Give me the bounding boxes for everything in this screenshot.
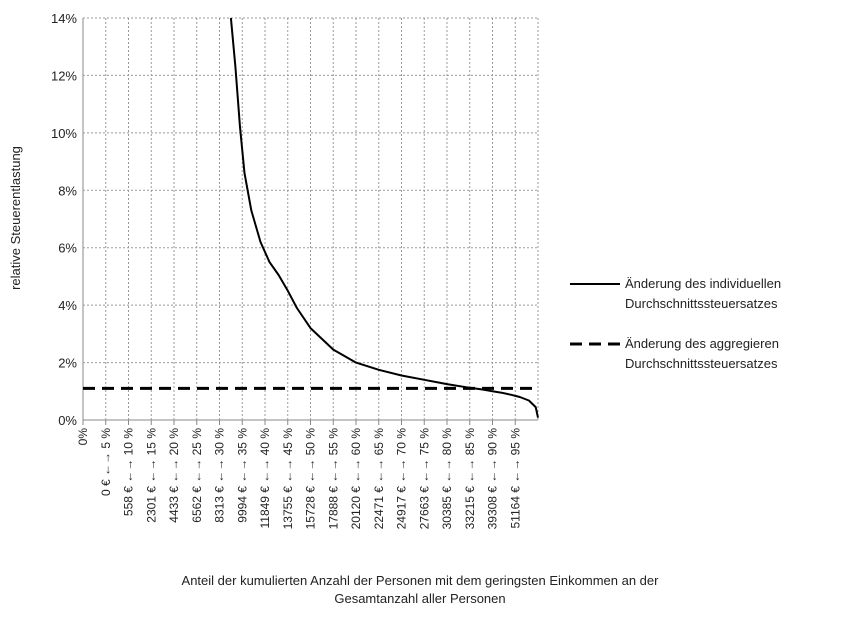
x-tick-label: 15728 € ←→ 50 % [304, 428, 318, 530]
y-tick-label: 2% [58, 356, 77, 371]
series-line-individual [229, 17, 539, 418]
x-tick-label: 17888 € ←→ 55 % [326, 428, 340, 530]
y-tick-label: 14% [51, 11, 77, 26]
legend-label: Durchschnittssteuersatzes [625, 296, 778, 311]
y-tick-label: 8% [58, 183, 77, 198]
x-tick-label: 0% [76, 428, 90, 446]
y-axis: 0% 2% 4% 6% 8% 10% 12% 14% [51, 11, 77, 428]
y-tick-label: 10% [51, 126, 77, 141]
x-tick-label: 8313 € ←→ 30 % [213, 428, 227, 523]
x-tick-label: 9994 € ←→ 35 % [235, 428, 249, 523]
x-tick-label: 20120 € ←→ 60 % [349, 428, 363, 530]
legend: Änderung des individuellen Durchschnittss… [570, 276, 781, 371]
x-tick-label: 6562 € ←→ 25 % [190, 428, 204, 523]
y-axis-title: relative Steuerentlastung [8, 146, 23, 290]
legend-label: Änderung des aggregieren [625, 336, 779, 351]
series-layer [83, 17, 539, 418]
y-tick-label: 6% [58, 241, 77, 256]
x-tick-label: 33215 € ←→ 85 % [463, 428, 477, 530]
x-tick-label: 558 € ←→ 10 % [122, 428, 136, 516]
x-tick-label: 39308 € ←→ 90 % [486, 428, 500, 530]
y-tick-label: 4% [58, 298, 77, 313]
legend-label: Durchschnittssteuersatzes [625, 356, 778, 371]
x-tick-label: 2301 € ←→ 15 % [144, 428, 158, 523]
x-axis: 0% 0 € ←→ 5 % 558 € ←→ 10 % 2301 € ←→ 15 % 4… [76, 420, 522, 529]
x-axis-title: Anteil der kumulierten Anzahl der Person… [181, 573, 659, 606]
x-tick-label: 27663 € ←→ 75 % [417, 428, 431, 530]
x-tick-label: 4433 € ←→ 20 % [167, 428, 181, 523]
x-tick-label: 24917 € ←→ 70 % [395, 428, 409, 530]
x-tick-label: 30385 € ←→ 80 % [440, 428, 454, 530]
legend-label: Änderung des individuellen [625, 276, 781, 291]
x-tick-label: 13755 € ←→ 45 % [281, 428, 295, 530]
grid [83, 17, 539, 420]
y-tick-label: 12% [51, 68, 77, 83]
x-tick-label: 51164 € ←→ 95 % [508, 428, 522, 529]
x-tick-label: 22471 € ←→ 65 % [372, 428, 386, 530]
x-tick-label: 0 € ←→ 5 % [99, 428, 113, 496]
x-tick-label: 11849 € ←→ 40 % [258, 428, 272, 529]
y-tick-label: 0% [58, 413, 77, 428]
